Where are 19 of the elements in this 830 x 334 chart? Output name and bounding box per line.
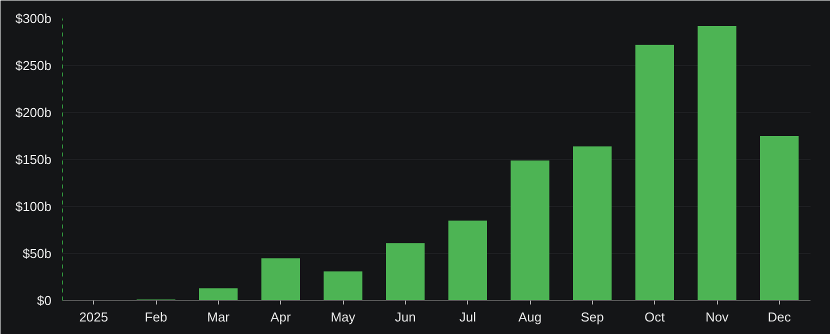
x-tick-label: Dec (768, 310, 792, 324)
y-tick-label: $50b (22, 246, 52, 261)
y-tick-label: $300b (15, 11, 52, 26)
x-tick-label: May (330, 310, 356, 324)
x-tick-label: Feb (144, 310, 168, 324)
x-tick-label: Aug (518, 310, 542, 324)
x-tick-label: Jun (394, 310, 416, 324)
y-tick-label: $0 (37, 293, 52, 308)
y-tick-label: $100b (15, 199, 52, 214)
x-tick-label: 2025 (79, 310, 108, 324)
x-tick-label: Nov (705, 310, 730, 324)
y-tick-label: $150b (15, 152, 52, 167)
x-tick-label: Mar (207, 310, 230, 324)
y-tick-label: $250b (15, 58, 52, 73)
y-tick-label: $200b (15, 105, 52, 120)
x-tick-label: Jul (459, 310, 476, 324)
x-tick-label: Sep (580, 310, 604, 324)
x-tick-label: Apr (270, 310, 292, 324)
x-tick-label: Oct (644, 310, 666, 324)
